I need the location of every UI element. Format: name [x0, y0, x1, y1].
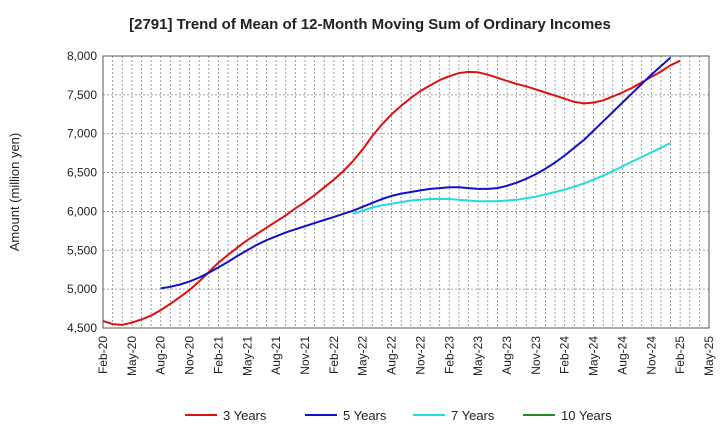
y-axis: 4,500 5,000 5,500 6,000 6,500 7,000 7,500 8,000 — [67, 49, 97, 335]
y-tick-label: 7,500 — [67, 88, 97, 102]
y-tick-label: 7,000 — [67, 127, 97, 141]
x-tick-label: May-25 — [702, 336, 716, 376]
y-tick-label: 5,000 — [67, 282, 97, 296]
series-line-3-years — [102, 59, 681, 326]
plot-frame — [102, 55, 710, 329]
y-tick-label: 5,500 — [67, 243, 97, 257]
x-tick-label: Nov-23 — [529, 336, 543, 375]
x-tick-label: Feb-24 — [558, 336, 572, 374]
chart-title: [2791] Trend of Mean of 12-Month Moving … — [129, 16, 611, 33]
x-tick-label: Feb-20 — [96, 336, 110, 374]
x-tick-label: Nov-22 — [413, 336, 427, 375]
x-tick-label: Aug-20 — [154, 336, 168, 375]
x-tick-label: Nov-21 — [298, 336, 312, 375]
legend-label: 10 Years — [561, 408, 612, 423]
x-tick-label: Feb-25 — [673, 336, 687, 374]
series-group — [102, 56, 681, 326]
y-axis-label: Amount (million yen) — [7, 133, 22, 252]
x-tick-label: May-24 — [587, 336, 601, 376]
series-line-7-years — [352, 142, 671, 215]
x-tick-label: May-20 — [125, 336, 139, 376]
legend-label: 3 Years — [223, 408, 267, 423]
y-tick-label: 4,500 — [67, 321, 97, 335]
legend-label: 7 Years — [451, 408, 495, 423]
y-tick-label: 8,000 — [67, 49, 97, 63]
legend-label: 5 Years — [343, 408, 387, 423]
x-tick-label: May-21 — [240, 336, 254, 376]
x-tick-label: Aug-24 — [615, 336, 629, 375]
x-tick-label: May-23 — [471, 336, 485, 376]
x-tick-label: Feb-22 — [327, 336, 341, 374]
y-tick-label: 6,000 — [67, 204, 97, 218]
legend: 3 Years 5 Years 7 Years 10 Years — [185, 408, 612, 423]
x-tick-label: Feb-21 — [211, 336, 225, 374]
x-axis: Feb-20 May-20 Aug-20 Nov-20 Feb-21 May-21 Aug-… — [96, 336, 716, 376]
x-tick-label: Aug-21 — [269, 336, 283, 375]
x-tick-label: Feb-23 — [442, 336, 456, 374]
series-line-5-years — [160, 56, 672, 290]
x-tick-label: Aug-22 — [385, 336, 399, 375]
y-tick-label: 6,500 — [67, 166, 97, 180]
x-tick-label: Nov-20 — [183, 336, 197, 375]
x-tick-label: Aug-23 — [500, 336, 514, 375]
x-tick-label: Nov-24 — [644, 336, 658, 375]
x-tick-label: May-22 — [356, 336, 370, 376]
